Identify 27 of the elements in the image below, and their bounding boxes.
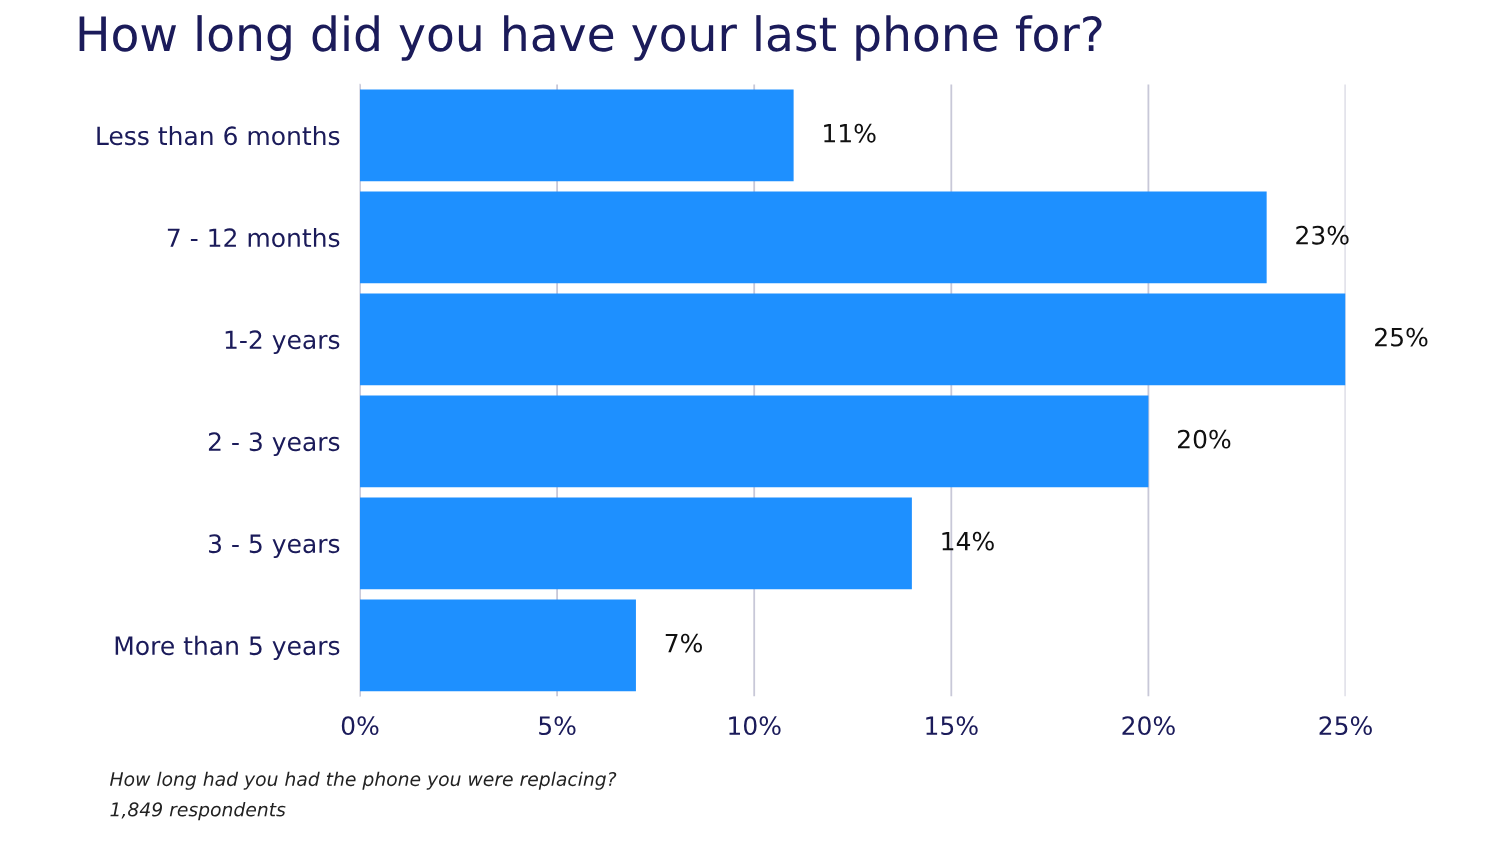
y-tick-label: 2 - 3 years	[208, 432, 340, 457]
y-tick-label: Less than 6 months	[97, 125, 340, 146]
y-tick-label: 1-2 years	[225, 330, 340, 355]
y-tick-label: More than 5 years	[115, 635, 340, 661]
data-label: 7%	[665, 633, 702, 653]
bar	[360, 293, 1346, 386]
x-tick-label: 20%	[1122, 716, 1175, 736]
bar	[360, 191, 1267, 284]
bar	[360, 497, 912, 590]
data-label: 11%	[824, 123, 876, 143]
data-label: 14%	[942, 531, 994, 551]
text: 1,849 respondents	[110, 802, 286, 821]
y-tick-label: 7 - 12 months	[167, 227, 340, 248]
data-label: 23%	[1296, 225, 1349, 245]
x-tick-label: 15%	[926, 716, 978, 736]
chart-title: How long did you have your last phone for?	[79, 15, 1102, 61]
data-label: 20%	[1178, 429, 1231, 449]
y-tick-label: 3 - 5 years	[208, 534, 340, 559]
text: How long had you had the phone you were replacing?	[110, 771, 617, 790]
x-tick-label: 5%	[539, 716, 576, 736]
x-tick-label: 10%	[729, 716, 781, 736]
bar	[360, 599, 636, 692]
data-label: 25%	[1375, 327, 1428, 347]
x-tick-label: 25%	[1319, 716, 1372, 736]
bar	[360, 395, 1149, 488]
bar	[360, 89, 794, 182]
x-tick-label: 0%	[341, 716, 379, 736]
